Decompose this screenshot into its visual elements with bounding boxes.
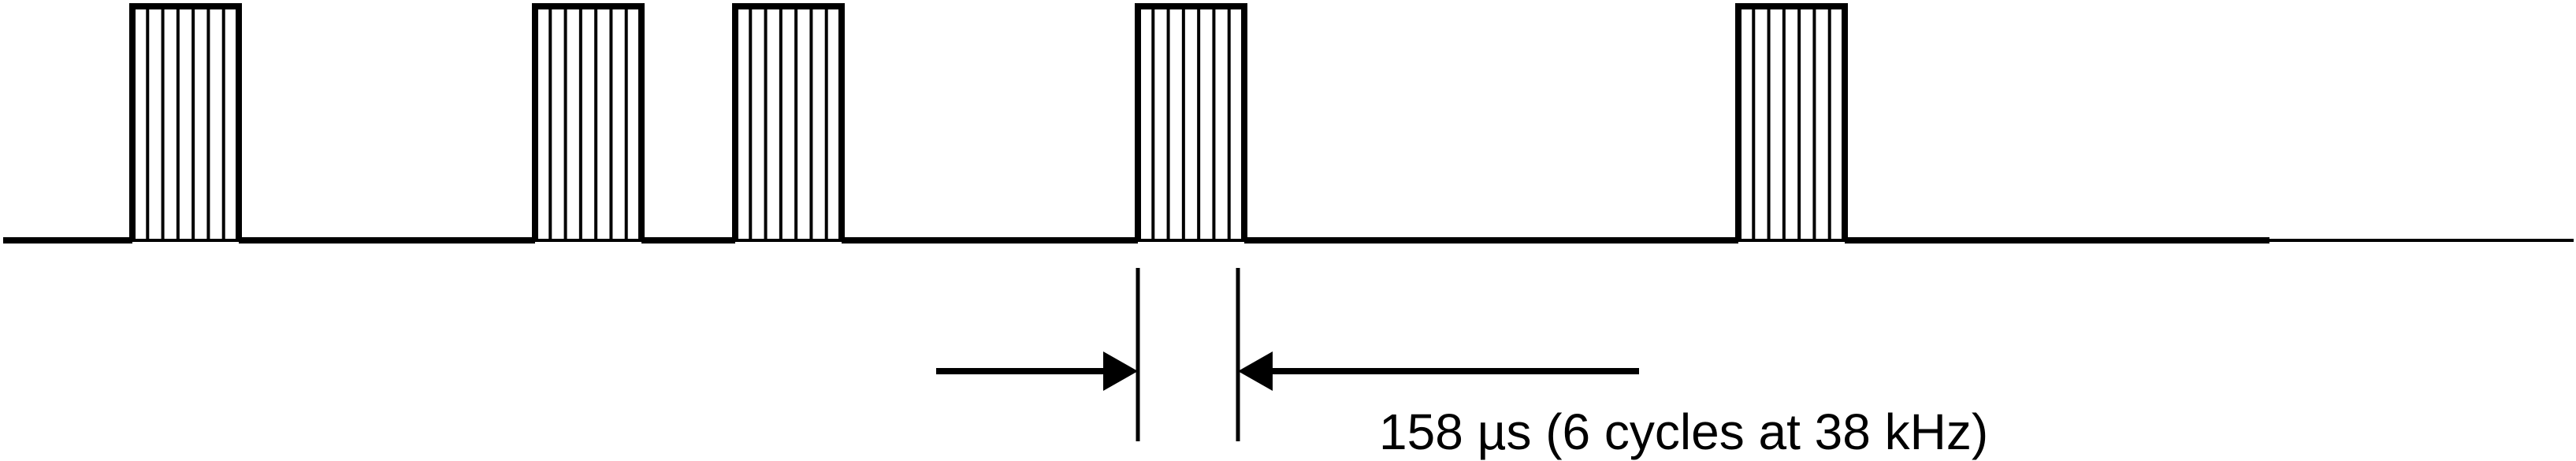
pulse-envelope (732, 3, 845, 240)
left-arrow-head (1103, 351, 1138, 391)
pulse-burst (732, 3, 845, 242)
pulse-burst (129, 3, 242, 242)
pulse-envelope (1735, 3, 1848, 240)
pulse-burst (1135, 3, 1247, 242)
pulse-envelope (532, 3, 645, 240)
measurement-label: 158 µs (6 cycles at 38 kHz) (1379, 403, 1988, 460)
right-arrow-head (1238, 351, 1273, 391)
pulse-envelope (1135, 3, 1247, 240)
measurement-markers (936, 268, 1639, 441)
pulse-burst (1735, 3, 1848, 242)
pulse-envelope (129, 3, 242, 240)
pulse-group (129, 3, 1848, 242)
pulse-burst (532, 3, 645, 242)
